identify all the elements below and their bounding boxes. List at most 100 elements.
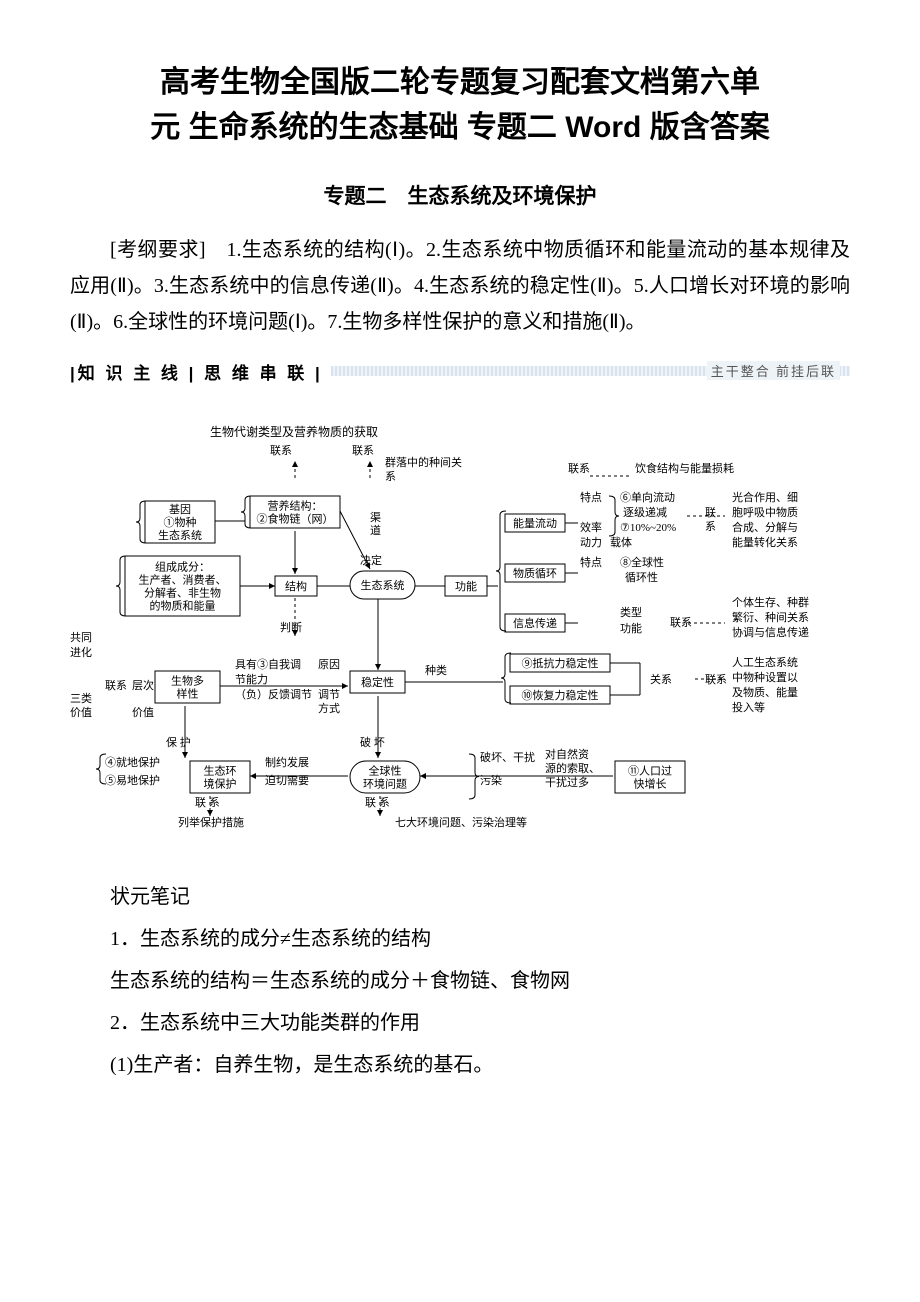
svg-text:对自然资: 对自然资 (545, 747, 589, 761)
svg-text:干扰过多: 干扰过多 (545, 775, 589, 789)
svg-text:联系: 联系 (270, 444, 292, 457)
note-line: 生态系统的结构＝生态系统的成分＋食物链、食物网 (70, 960, 850, 1002)
svg-text:投入等: 投入等 (732, 700, 765, 714)
svg-text:生态环: 生态环 (204, 764, 237, 778)
svg-text:动力: 动力 (580, 536, 602, 549)
svg-text:繁衍、种间关系: 繁衍、种间关系 (732, 610, 809, 624)
svg-text:列举保护措施: 列举保护措施 (178, 815, 244, 829)
doc-title: 高考生物全国版二轮专题复习配套文档第六单 元 生命系统的生态基础 专题二 Wor… (70, 60, 850, 150)
svg-text:功能: 功能 (455, 579, 477, 593)
svg-text:个体生存、种群: 个体生存、种群 (732, 595, 809, 609)
banner-bar: 主干整合 前挂后联 (331, 366, 850, 376)
svg-text:保 护: 保 护 (166, 735, 191, 749)
svg-text:的物质和能量: 的物质和能量 (150, 599, 216, 613)
svg-text:污染: 污染 (480, 773, 502, 787)
svg-text:联系: 联系 (670, 616, 692, 629)
svg-text:源的索取、: 源的索取、 (545, 761, 600, 775)
svg-text:样性: 样性 (177, 687, 199, 701)
title-line-1: 高考生物全国版二轮专题复习配套文档第六单 (160, 66, 760, 99)
svg-text:⑩恢复力稳定性: ⑩恢复力稳定性 (522, 688, 599, 702)
svg-text:七大环境问题、污染治理等: 七大环境问题、污染治理等 (395, 815, 527, 829)
svg-text:进化: 进化 (70, 645, 92, 659)
svg-text:破 坏: 破 坏 (360, 735, 385, 749)
svg-text:快增长: 快增长 (634, 777, 667, 791)
svg-text:分解者、非生物: 分解者、非生物 (144, 586, 221, 600)
svg-text:节能力: 节能力 (235, 672, 268, 686)
svg-text:物质循环: 物质循环 (513, 566, 557, 580)
svg-text:关系: 关系 (650, 672, 672, 686)
svg-text:生态系统: 生态系统 (361, 578, 405, 592)
svg-text:制约发展: 制约发展 (265, 755, 309, 769)
section-banner: |知 识 主 线 | 思 维 串 联 | 主干整合 前挂后联 (70, 358, 850, 384)
svg-text:方式: 方式 (318, 701, 340, 715)
svg-text:中物种设置以: 中物种设置以 (732, 670, 798, 684)
svg-text:⑨抵抗力稳定性: ⑨抵抗力稳定性 (522, 656, 599, 670)
svg-text:判断: 判断 (280, 620, 302, 634)
title-line-2: 元 生命系统的生态基础 专题二 Word 版含答案 (150, 111, 769, 144)
svg-text:信息传递: 信息传递 (513, 616, 557, 630)
svg-text:生物多: 生物多 (171, 674, 204, 688)
svg-text:特点: 特点 (580, 555, 602, 569)
svg-text:载体: 载体 (610, 535, 632, 549)
svg-text:④就地保护: ④就地保护 (105, 755, 160, 769)
svg-text:群落中的种间关: 群落中的种间关 (385, 455, 462, 469)
svg-text:循环性: 循环性 (625, 570, 658, 584)
svg-text:营养结构：: 营养结构： (268, 499, 323, 513)
svg-text:①物种: ①物种 (164, 515, 197, 529)
svg-text:②食物链（网）: ②食物链（网） (257, 512, 334, 526)
svg-text:效率: 效率 (580, 520, 602, 534)
note-line: 1．生态系统的成分≠生态系统的结构 (70, 918, 850, 960)
svg-text:联: 联 (705, 506, 716, 519)
svg-text:能量转化关系: 能量转化关系 (732, 535, 798, 549)
svg-text:系: 系 (385, 470, 396, 483)
svg-text:三类: 三类 (70, 691, 92, 705)
svg-text:⑥单向流动: ⑥单向流动 (620, 490, 675, 504)
svg-text:⑦10%~20%: ⑦10%~20% (620, 522, 676, 534)
svg-text:联系: 联系 (352, 444, 374, 457)
svg-text:渠: 渠 (370, 511, 381, 524)
svg-text:饮食结构与能量损耗: 饮食结构与能量损耗 (635, 461, 734, 475)
svg-text:环境问题: 环境问题 (363, 777, 407, 791)
svg-text:逐级递减: 逐级递减 (623, 505, 667, 519)
svg-text:类型: 类型 (620, 605, 642, 619)
svg-text:价值: 价值 (132, 706, 154, 719)
svg-text:及物质、能量: 及物质、能量 (732, 685, 798, 699)
banner-left-label: |知 识 主 线 | 思 维 串 联 | (70, 359, 331, 384)
svg-text:道: 道 (370, 523, 381, 537)
svg-text:调节: 调节 (318, 688, 340, 701)
svg-text:破坏、干扰: 破坏、干扰 (480, 750, 535, 764)
svg-text:人工生态系统: 人工生态系统 (732, 655, 798, 669)
svg-text:协调与信息传递: 协调与信息传递 (732, 625, 809, 639)
svg-text:能量流动: 能量流动 (513, 516, 557, 530)
svg-text:（负）反馈调节: （负）反馈调节 (235, 687, 312, 701)
svg-text:⑪人口过: ⑪人口过 (628, 765, 672, 778)
note-line: 2．生态系统中三大功能类群的作用 (70, 1002, 850, 1044)
svg-text:⑧全球性: ⑧全球性 (620, 555, 664, 569)
svg-text:系: 系 (705, 520, 716, 533)
svg-text:结构: 结构 (285, 579, 307, 593)
svg-text:联 系: 联 系 (365, 796, 390, 809)
svg-text:决定: 决定 (360, 553, 382, 567)
svg-text:共同: 共同 (70, 631, 92, 644)
note-line: (1)生产者：自养生物，是生态系统的基石。 (70, 1044, 850, 1086)
svg-text:稳定性: 稳定性 (361, 675, 394, 689)
doc-subtitle: 专题二 生态系统及环境保护 (70, 180, 850, 210)
svg-text:原因: 原因 (318, 658, 340, 671)
svg-text:生态系统: 生态系统 (158, 528, 202, 542)
svg-text:生产者、消费者、: 生产者、消费者、 (139, 573, 227, 587)
svg-text:联系: 联系 (568, 462, 590, 475)
svg-text:迫切需要: 迫切需要 (265, 773, 309, 787)
notes-heading: 状元笔记 (70, 876, 850, 918)
svg-text:联系: 联系 (705, 673, 727, 686)
svg-text:合成、分解与: 合成、分解与 (732, 520, 798, 534)
svg-text:层次: 层次 (132, 678, 154, 692)
svg-text:基因: 基因 (169, 503, 191, 516)
svg-text:功能: 功能 (620, 621, 642, 635)
svg-text:生物代谢类型及营养物质的获取: 生物代谢类型及营养物质的获取 (210, 424, 378, 439)
svg-text:具有③自我调: 具有③自我调 (235, 657, 301, 671)
svg-text:⑤易地保护: ⑤易地保护 (105, 773, 160, 787)
concept-diagram: 生物代谢类型及营养物质的获取基因①物种生态系统组成成分：生产者、消费者、分解者、… (70, 406, 850, 846)
svg-text:种类: 种类 (425, 663, 447, 677)
svg-text:光合作用、细: 光合作用、细 (732, 490, 798, 504)
svg-text:境保护: 境保护 (204, 777, 237, 791)
